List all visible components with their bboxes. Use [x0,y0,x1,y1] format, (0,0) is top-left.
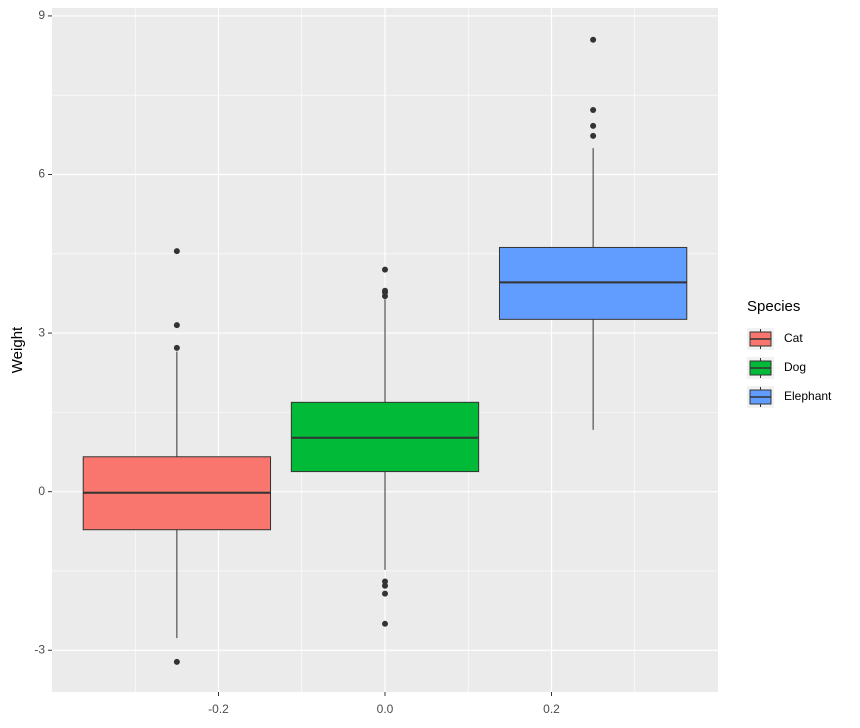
legend-title: Species [747,298,800,315]
outlier [382,293,388,300]
outlier [590,36,597,43]
box [498,246,688,320]
legend-label: Cat [784,331,803,345]
outlier [382,582,388,589]
outlier [590,132,597,139]
x-tick-label: 0.0 [377,702,394,716]
legend-label: Dog [784,360,806,374]
y-tick-label: 0 [38,484,45,498]
outlier [173,248,180,255]
outlier [173,658,180,665]
outlier [382,590,388,597]
y-tick-label: 6 [38,167,45,181]
legend-label: Elephant [784,389,832,403]
outlier [590,122,597,129]
y-tick-label: -3 [34,642,45,656]
y-tick-label: 3 [38,325,45,339]
outlier [173,322,180,329]
outlier [382,266,388,273]
y-tick-label: 9 [38,8,45,22]
x-tick-label: -0.2 [208,702,229,716]
outlier [382,620,388,627]
x-tick-label: 0.2 [543,702,560,716]
outlier [382,578,388,585]
outlier [173,344,180,351]
y-axis-title: Weight [9,326,26,373]
outlier [590,107,597,114]
